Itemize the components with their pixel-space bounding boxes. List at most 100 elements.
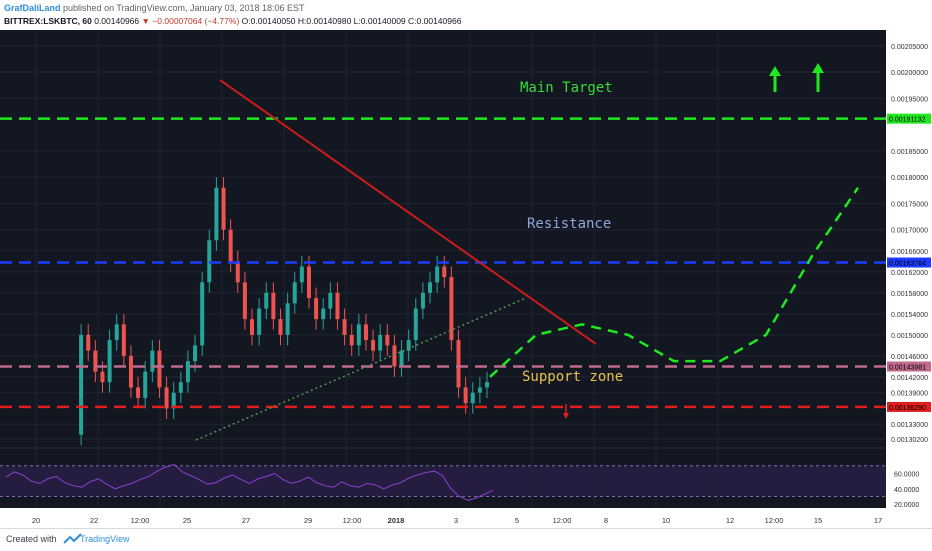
publish-info: published on TradingView.com, January 03… [63, 3, 305, 13]
candle-body [200, 282, 205, 346]
up-arrow-head-icon [812, 63, 824, 73]
symbol-label: BITTREX:LSKBTC, 60 [4, 16, 92, 26]
candle-body [250, 319, 255, 335]
rsi-line [5, 463, 494, 501]
candle-body [385, 334, 390, 346]
candle-body [435, 266, 440, 283]
y-tick-label: 0.00195000 [891, 96, 928, 103]
y-tick-label: 0.00154000 [891, 312, 928, 319]
chart-background [0, 30, 932, 528]
candle-body [321, 308, 326, 320]
candle-body [257, 308, 262, 335]
candle-body [228, 229, 233, 262]
price-chart[interactable]: 0.00205000 0.00200000 0.00195000 0.00185000… [0, 30, 932, 528]
y-tick-label: 0.00170000 [891, 228, 928, 235]
candle-body [328, 292, 333, 309]
y-tick-label: 0.00130200 [891, 437, 928, 444]
y-tick-label: 0.00175000 [891, 201, 928, 208]
level-price-label: 0.00136290 [889, 405, 926, 412]
y-tick-label: 0.00162000 [891, 270, 928, 277]
annotation-label: Resistance [527, 216, 611, 232]
candle-body [178, 382, 183, 393]
y-tick-label: 0.00150000 [891, 333, 928, 340]
down-arrow-icon: ▼ [141, 16, 150, 26]
x-tick-label: 12:00 [765, 516, 784, 525]
level-price-tag [887, 257, 931, 268]
level-price-label: 0.00143981 [889, 365, 926, 372]
level-price-tag [887, 113, 931, 124]
candle-body [193, 345, 198, 362]
candle-body [314, 298, 319, 320]
x-tick-label: 12 [726, 516, 734, 525]
candle-body [285, 303, 290, 335]
level-price-label: 0.00191132 [889, 117, 926, 124]
candle-body [150, 350, 155, 372]
candle-body [406, 340, 411, 351]
grid [0, 30, 886, 508]
username-link[interactable]: GrafDaliLand [4, 3, 61, 13]
candle-body [107, 340, 112, 383]
candle-body [171, 392, 176, 409]
candle-body [143, 371, 148, 398]
candle-body [470, 392, 475, 404]
candle-body [221, 187, 226, 230]
candle-body [157, 350, 162, 388]
candle-body [136, 387, 141, 398]
candle-body [214, 187, 219, 241]
x-tick-label: 10 [662, 516, 670, 525]
candle-body [121, 324, 126, 356]
x-tick-label: 2018 [388, 516, 405, 525]
candle-body [264, 292, 269, 309]
publish-line: GrafDaliLand published on TradingView.co… [4, 3, 305, 13]
level-price-tag [887, 361, 931, 372]
y-tick-label: 0.00185000 [891, 149, 928, 156]
last-price: 0.00140966 [94, 16, 140, 26]
candle-body [306, 266, 311, 299]
rsi-tick-label: 60.0000 [894, 471, 919, 478]
y-tick-label: 0.00139000 [891, 391, 928, 398]
chart-header: GrafDaliLand published on TradingView.co… [0, 0, 932, 30]
x-tick-label: 12:00 [553, 516, 572, 525]
x-tick-label: 12:00 [343, 516, 362, 525]
candle-body [392, 345, 397, 367]
y-tick-label: 0.00180000 [891, 175, 928, 182]
candle-body [349, 334, 354, 346]
created-with-label: Created with [6, 534, 57, 544]
candle-body [463, 387, 468, 404]
level-price-tag [887, 401, 931, 412]
y-tick-label: 0.00133000 [891, 422, 928, 429]
candle-body [235, 261, 240, 283]
candle-body [86, 334, 91, 351]
candle-body [164, 387, 169, 409]
x-tick-label: 5 [515, 516, 519, 525]
annotation-label: Main Target [520, 80, 613, 96]
x-tick-label: 22 [90, 516, 98, 525]
ohlc-line: BITTREX:LSKBTC, 60 0.00140966 ▼ −0.00007… [4, 16, 461, 26]
tradingview-link[interactable]: TradingView [80, 534, 130, 544]
candle-body [292, 282, 297, 304]
annotation-label: Support zone [522, 369, 623, 385]
descending-trendline [219, 79, 597, 345]
x-tick-label: 20 [32, 516, 40, 525]
y-tick-label: 0.00158000 [891, 291, 928, 298]
candle-body [399, 350, 404, 367]
rsi-band [0, 465, 886, 497]
x-tick-label: 17 [874, 516, 882, 525]
candle-body [413, 308, 418, 341]
y-tick-label: 0.00200000 [891, 70, 928, 77]
y-tick-label: 0.00146000 [891, 354, 928, 361]
tradingview-logo-icon[interactable] [62, 532, 88, 546]
candle-body [477, 387, 482, 393]
candle-body [420, 292, 425, 309]
candle-body [278, 319, 283, 335]
candle-body [378, 334, 383, 351]
y-tick-label: 0.00142000 [891, 375, 928, 382]
candle-body [128, 355, 133, 388]
down-arrow-head-icon [563, 413, 569, 419]
candle-body [428, 282, 433, 293]
x-tick-label: 27 [242, 516, 250, 525]
candle-body [114, 324, 119, 341]
x-tick-label: 8 [604, 516, 608, 525]
candle-body [100, 371, 105, 383]
level-price-label: 0.00163764 [889, 261, 926, 268]
